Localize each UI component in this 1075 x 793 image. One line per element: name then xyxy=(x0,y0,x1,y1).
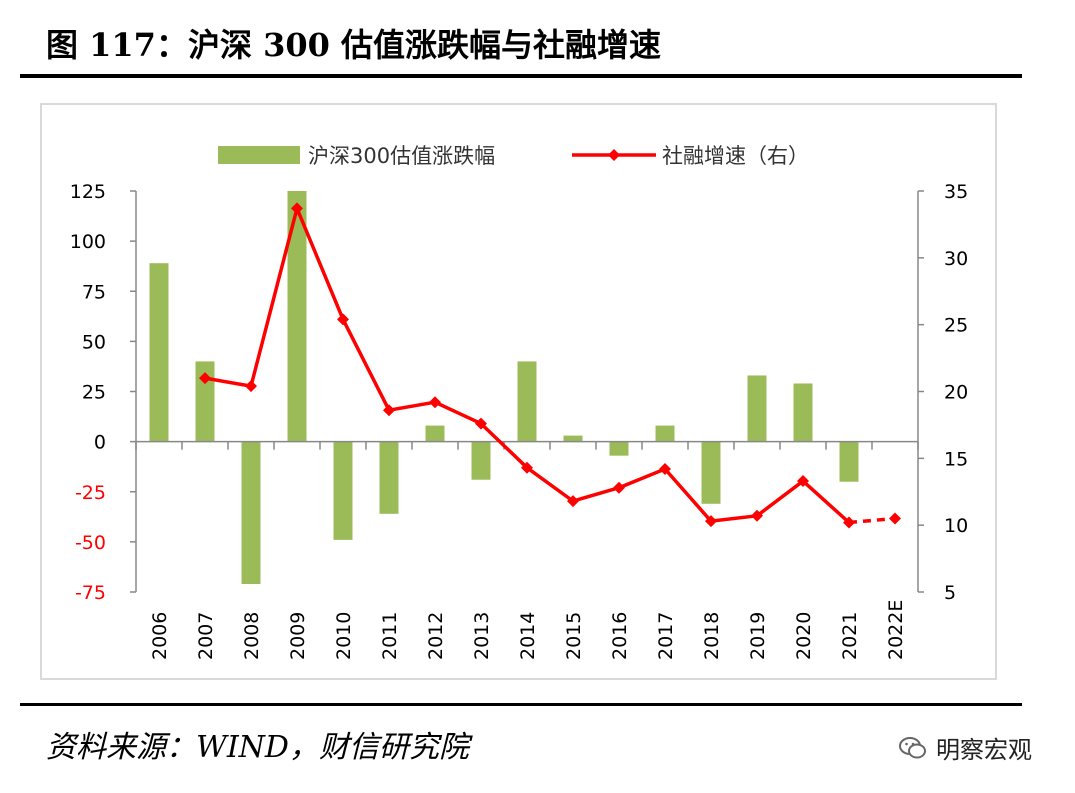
left-tick-label: 25 xyxy=(82,382,106,404)
line-marker xyxy=(843,516,855,529)
legend-label-line: 社融增速（右） xyxy=(662,144,809,168)
category-label: 2020 xyxy=(793,612,815,660)
bar xyxy=(747,375,767,442)
right-tick-label: 15 xyxy=(944,448,968,470)
left-tick-label: 75 xyxy=(82,281,106,303)
left-tick-label: -75 xyxy=(75,582,106,604)
bar xyxy=(793,383,813,442)
line-series xyxy=(199,202,901,529)
line-marker xyxy=(245,380,257,393)
category-label: 2018 xyxy=(701,612,723,660)
left-tick-label: 125 xyxy=(70,181,106,203)
line-marker xyxy=(429,396,441,409)
bar xyxy=(287,191,307,442)
category-label: 2022E xyxy=(885,600,907,660)
line-marker xyxy=(705,515,717,528)
source-note: 资料来源：WIND，财信研究院 xyxy=(46,730,469,765)
right-tick-label: 35 xyxy=(944,181,968,203)
bar xyxy=(655,425,675,442)
right-tick-label: 30 xyxy=(944,248,968,270)
bar xyxy=(839,441,859,482)
legend-label-bar: 沪深300估值涨跌幅 xyxy=(308,144,495,168)
category-label: 2017 xyxy=(655,612,677,660)
category-label: 2009 xyxy=(287,612,309,660)
category-label: 2013 xyxy=(471,612,493,660)
category-label: 2012 xyxy=(425,612,447,660)
category-label: 2006 xyxy=(149,612,171,660)
bar xyxy=(425,425,445,442)
legend-swatch-bar xyxy=(218,146,300,164)
line-dashed-forecast xyxy=(848,516,896,525)
watermark-text: 明察宏观 xyxy=(936,736,1032,764)
left-tick-label: 0 xyxy=(94,432,106,454)
figure-title: 图 117：沪深 300 估值涨跌幅与社融增速 xyxy=(46,26,662,64)
category-label: 2014 xyxy=(517,612,539,660)
left-tick-label: 100 xyxy=(70,231,106,253)
line-marker xyxy=(889,512,901,525)
left-tick-label: -50 xyxy=(75,532,106,554)
category-label: 2021 xyxy=(839,612,861,660)
line-marker xyxy=(521,461,533,474)
line-marker xyxy=(337,313,349,326)
line-marker xyxy=(291,202,303,215)
bar xyxy=(333,441,353,540)
left-tick-label: -25 xyxy=(75,482,106,504)
line-marker xyxy=(613,481,625,494)
bar xyxy=(471,441,491,480)
category-label: 2008 xyxy=(241,612,263,660)
bar xyxy=(195,361,215,442)
wechat-icon xyxy=(899,736,926,758)
line-marker xyxy=(383,404,395,417)
chart-frame xyxy=(40,103,997,680)
line-marker xyxy=(659,463,671,476)
bar xyxy=(563,435,583,442)
category-label: 2007 xyxy=(195,612,217,660)
legend-swatch-marker xyxy=(608,149,620,161)
line-marker xyxy=(567,495,579,508)
category-label: 2016 xyxy=(609,612,631,660)
bar-series xyxy=(149,191,859,584)
line-marker xyxy=(751,509,763,522)
category-label: 2019 xyxy=(747,612,769,660)
legend: 沪深300估值涨跌幅 社融增速（右） xyxy=(218,144,809,168)
bar xyxy=(609,441,629,456)
source-rule xyxy=(20,703,1022,706)
watermark: 明察宏观 xyxy=(898,730,1032,765)
line-marker xyxy=(797,475,809,488)
bar xyxy=(517,361,537,442)
category-label: 2015 xyxy=(563,612,585,660)
category-label: 2011 xyxy=(379,612,401,660)
right-tick-label: 25 xyxy=(944,315,968,337)
category-label: 2010 xyxy=(333,612,355,660)
bar xyxy=(241,441,261,584)
bar xyxy=(149,263,169,442)
left-tick-label: 50 xyxy=(82,331,106,353)
line-marker xyxy=(199,372,211,385)
line-marker xyxy=(475,417,487,430)
right-tick-label: 5 xyxy=(944,582,956,604)
bar xyxy=(701,441,721,504)
right-tick-label: 10 xyxy=(944,515,968,537)
title-rule xyxy=(20,74,1022,78)
bar xyxy=(379,441,399,514)
right-tick-label: 20 xyxy=(944,382,968,404)
